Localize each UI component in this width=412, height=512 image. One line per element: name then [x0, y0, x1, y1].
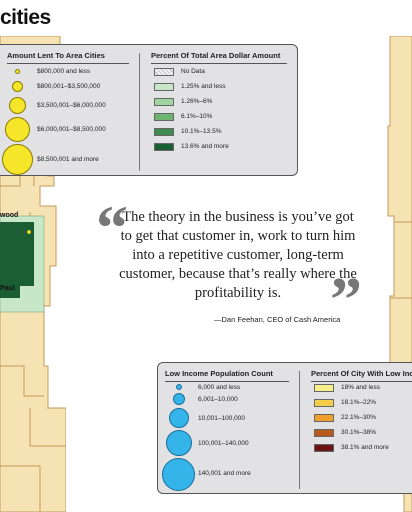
legend-divider	[299, 371, 300, 489]
color-label-3: 1.26%–6%	[181, 98, 213, 105]
circle-label-4: $6,000,001–$8,500,000	[37, 126, 106, 133]
circle-label-4: 100,001–140,000	[198, 440, 249, 447]
color-swatch-4	[314, 429, 334, 437]
color-swatch-4	[154, 113, 174, 121]
color-swatch-2	[154, 83, 174, 91]
color-swatch-no-data	[154, 68, 174, 76]
color-label-6: 13.6% and more	[181, 143, 229, 150]
color-swatch-1	[314, 384, 334, 392]
circle-swatch-3	[169, 408, 189, 428]
circle-label-3: $3,500,001–$6,000,000	[37, 102, 106, 109]
map-label-wood: wood	[0, 212, 19, 219]
circle-swatch-3	[9, 97, 26, 114]
circle-label-2: $800,001–$3,500,000	[37, 83, 101, 90]
color-label-5: 10.1%–13.5%	[181, 128, 222, 135]
color-swatch-5	[314, 444, 334, 452]
circle-label-5: $8,500,001 and more	[37, 156, 99, 163]
legend-divider	[139, 53, 140, 171]
lender-dot	[26, 229, 32, 235]
circle-label-3: 10,001–100,000	[198, 415, 245, 422]
open-quote-mark: “	[96, 192, 128, 263]
color-swatch-3	[154, 98, 174, 106]
circle-swatch-5	[162, 458, 195, 491]
circle-swatch-2	[12, 81, 23, 92]
color-label-3: 22.1%–30%	[341, 414, 377, 421]
color-label-1: No Data	[181, 68, 205, 75]
color-label-2: 18.1%–22%	[341, 399, 377, 406]
legend-circle-title: Low Income Population Count	[165, 369, 273, 378]
color-swatch-5	[154, 128, 174, 136]
legend-heading-rule	[151, 63, 287, 64]
circle-label-2: 6,001–10,000	[198, 396, 238, 403]
pull-quote: The theory in the business is you’ve got…	[119, 209, 357, 301]
quote-attribution: —Dan Feehan, CEO of Cash America	[214, 315, 341, 324]
circle-label-1: $800,000 and less	[37, 68, 91, 75]
legend-amount-lent: Amount Lent To Area Cities Percent Of To…	[0, 44, 298, 176]
color-swatch-6	[154, 143, 174, 151]
circle-swatch-1	[15, 69, 20, 74]
district-boundary	[29, 408, 66, 447]
color-swatch-2	[314, 399, 334, 407]
page-title: cities	[0, 6, 51, 29]
district-boundary	[0, 465, 41, 512]
circle-swatch-4	[166, 430, 192, 456]
map-label-paul: Paul	[0, 285, 15, 292]
circle-swatch-4	[5, 117, 30, 142]
color-label-4: 30.1%–38%	[341, 429, 377, 436]
circle-swatch-5	[2, 144, 33, 175]
district-boundary	[0, 365, 44, 397]
legend-heading-rule	[311, 381, 412, 382]
legend-color-title: Percent Of City With Low Inc	[311, 369, 412, 378]
legend-heading-rule	[7, 63, 129, 64]
color-label-4: 6.1%–10%	[181, 113, 213, 120]
color-label-2: 1.25% and less	[181, 83, 226, 90]
legend-heading-rule	[165, 381, 289, 382]
color-swatch-3	[314, 414, 334, 422]
legend-circle-title: Amount Lent To Area Cities	[7, 51, 105, 60]
color-label-5: 38.1% and more	[341, 444, 389, 451]
circle-label-5: 140,001 and more	[198, 470, 251, 477]
circle-swatch-1	[176, 384, 182, 390]
region-dark-green	[0, 222, 34, 298]
legend-low-income: Low Income Population Count Percent Of C…	[157, 362, 412, 494]
circle-label-1: 6,000 and less	[198, 384, 241, 391]
color-label-1: 18% and less	[341, 384, 381, 391]
close-quote-mark: ”	[330, 264, 362, 335]
circle-swatch-2	[173, 393, 185, 405]
legend-color-title: Percent Of Total Area Dollar Amount	[151, 51, 281, 60]
